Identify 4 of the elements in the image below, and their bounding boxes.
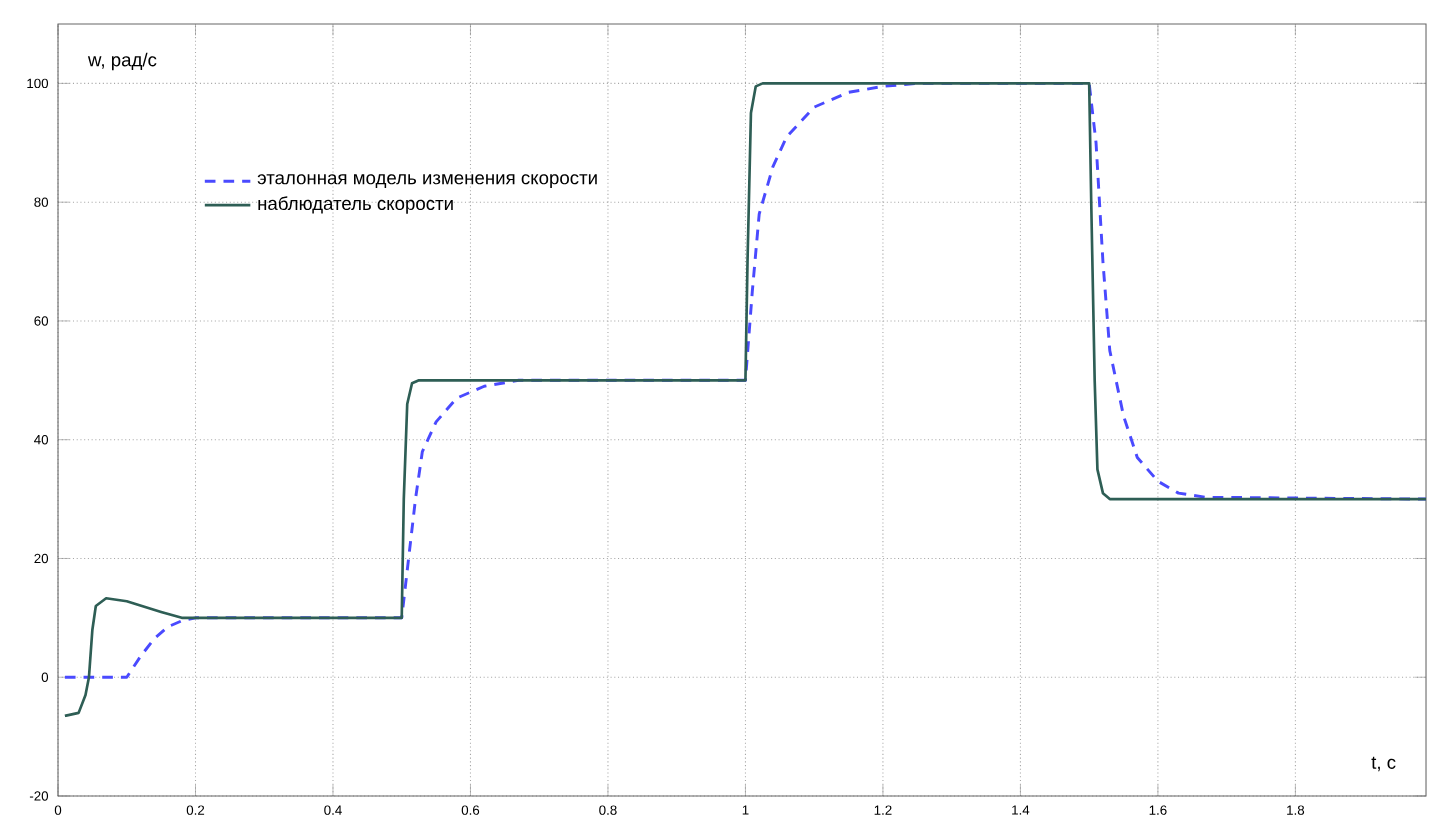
legend-label: наблюдатель скорости [258, 196, 453, 214]
y-axis-title: w, рад/с [87, 52, 157, 71]
x-axis-title: t, с [1371, 756, 1396, 772]
legend-label: эталонная модель изменения скорости [257, 174, 597, 189]
